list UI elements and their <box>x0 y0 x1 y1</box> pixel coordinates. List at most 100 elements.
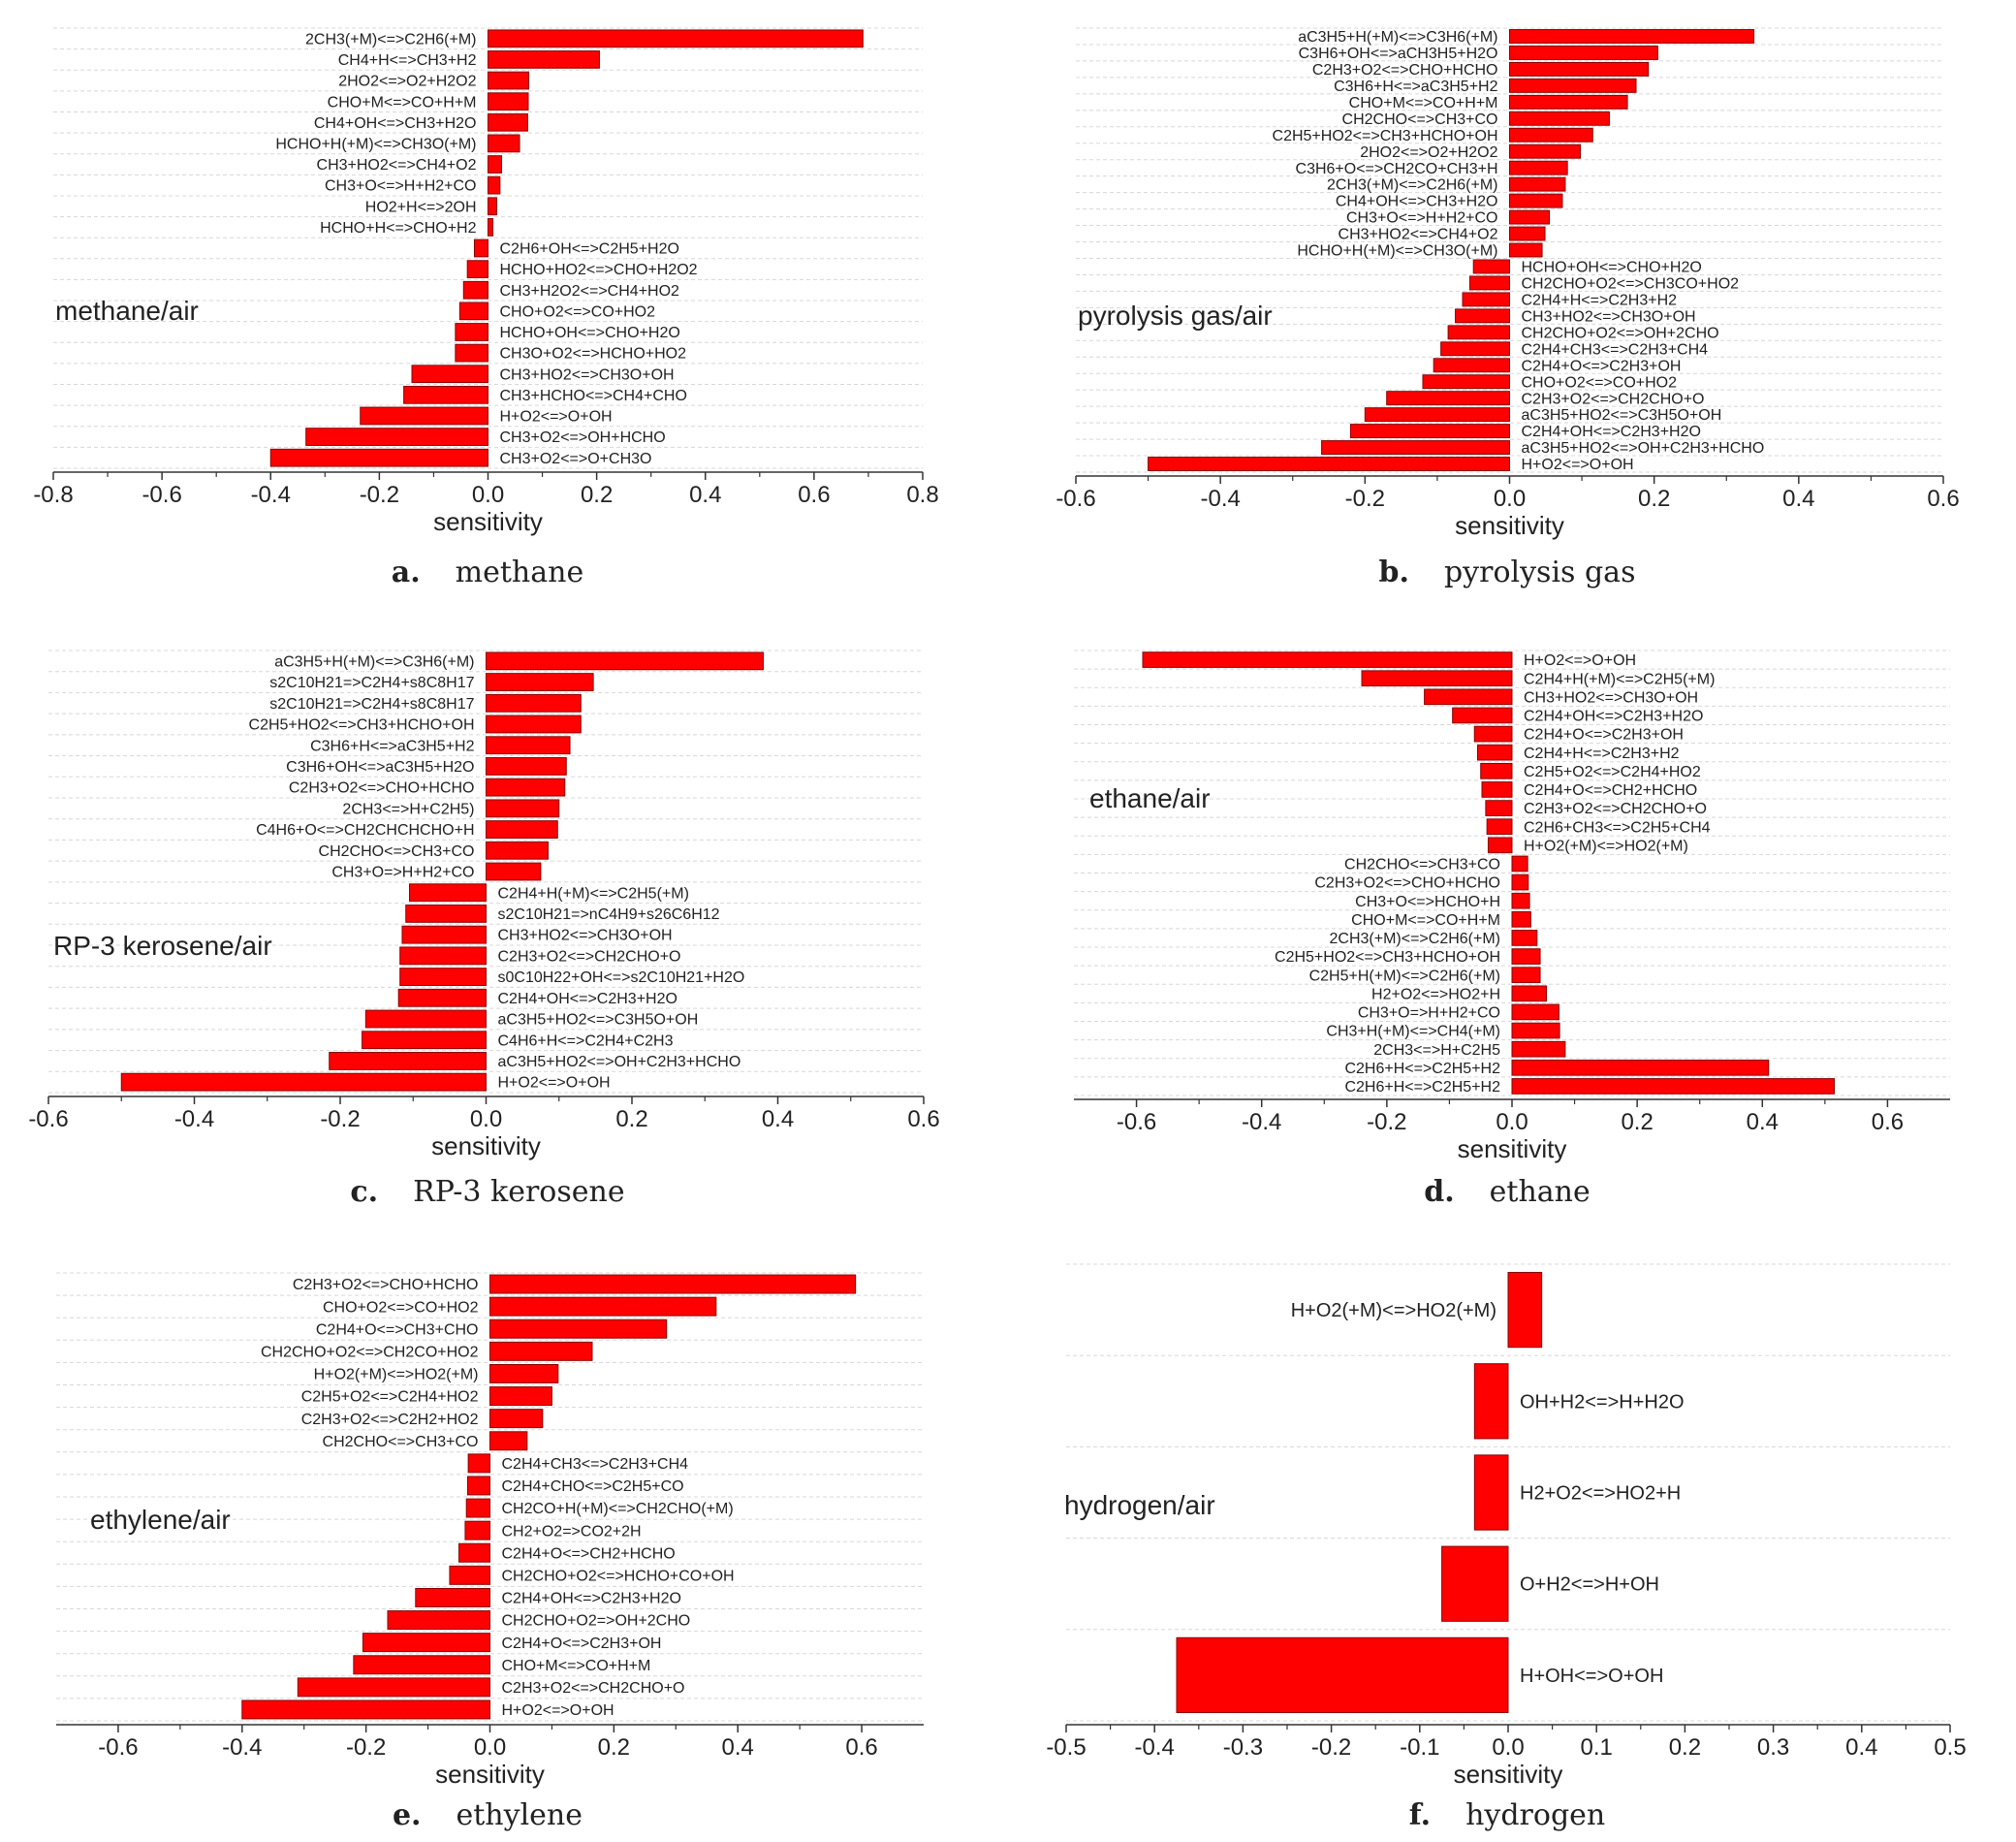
x-tick-label: 0.5 <box>1934 1734 1966 1761</box>
bar <box>1509 160 1568 175</box>
bar <box>458 302 489 321</box>
reaction-label: C2H3+O2<=>C2H2+HO2 <box>301 1412 479 1428</box>
bar <box>488 218 494 237</box>
x-tick-label: 0.4 <box>762 1106 794 1132</box>
bar <box>1509 127 1593 143</box>
bar <box>486 778 566 797</box>
reaction-label: HCHO+H(+M)<=>CH3O(+M) <box>275 137 476 153</box>
panel-letter: f. <box>1409 1798 1431 1832</box>
x-tick-label: 0.4 <box>722 1734 754 1761</box>
mixture-label: RP-3 kerosene/air <box>53 931 272 961</box>
bar <box>305 428 488 446</box>
bar <box>1511 855 1528 873</box>
panel-letter: a. <box>392 556 421 589</box>
panel-title: ethane <box>1490 1175 1591 1209</box>
reaction-label: CH2CHO<=>CH3+CO <box>1344 857 1500 873</box>
bar <box>466 1476 491 1496</box>
bar <box>1476 744 1513 761</box>
bar <box>489 1386 552 1407</box>
panel-letter: c. <box>350 1175 378 1209</box>
reaction-label: CH3+HO2<=>CH3O+OH <box>500 366 675 383</box>
bar <box>1462 292 1511 307</box>
reaction-label: CH4+H<=>CH3+H2 <box>338 52 477 69</box>
x-axis-title: sensitivity <box>1454 1760 1563 1789</box>
x-axis-title: sensitivity <box>1458 1134 1567 1163</box>
reaction-label: O+H2<=>H+OH <box>1520 1574 1659 1596</box>
bar <box>1509 111 1610 126</box>
bar <box>1472 259 1511 274</box>
reaction-label: C2H4+O<=>CH3+CHO <box>316 1321 479 1338</box>
bar <box>1433 358 1510 373</box>
reaction-label: CH4+OH<=>CH3+H2O <box>1336 194 1498 210</box>
bar <box>401 925 487 944</box>
bar <box>1468 275 1510 291</box>
bar <box>1509 193 1563 208</box>
reaction-label: CH3+O<=>HCHO+H <box>1355 894 1500 910</box>
reaction-label: s0C10H22+OH<=>s2C10H21+H2O <box>498 969 745 986</box>
bar <box>1509 209 1551 225</box>
x-tick-label: 0.0 <box>1496 1109 1528 1135</box>
x-tick-label: 0.6 <box>845 1734 877 1761</box>
reaction-label: C2H5+HO2<=>CH3+HCHO+OH <box>249 717 475 734</box>
x-tick-label: -0.2 <box>1345 486 1385 512</box>
bar <box>488 155 503 174</box>
bar <box>1485 800 1513 816</box>
bar <box>486 651 764 671</box>
bar <box>486 736 571 755</box>
reaction-label: 2CH3(+M)<=>C2H6(+M) <box>305 31 477 48</box>
bar <box>241 1699 490 1720</box>
reaction-label: C2H3+O2<=>CHO+HCHO <box>293 1277 479 1293</box>
bar <box>467 1453 490 1474</box>
reaction-label: C3H6+H<=>aC3H5+H2 <box>310 738 475 754</box>
bar <box>465 1498 491 1518</box>
reaction-label: CHO+O2<=>CO+HO2 <box>500 303 656 320</box>
x-axis-title: sensitivity <box>1455 511 1564 540</box>
bar <box>120 1072 487 1092</box>
reaction-label: CH3+H2O2<=>CH4+HO2 <box>500 283 680 300</box>
panel-letter: e. <box>393 1798 422 1832</box>
bar <box>1511 1078 1836 1095</box>
x-tick-label: -0.2 <box>1367 1109 1406 1135</box>
reaction-label: H+O2<=>O+OH <box>1522 457 1634 473</box>
reaction-label: H+O2(+M)<=>HO2(+M) <box>1291 1300 1496 1321</box>
mixture-label: ethylene/air <box>90 1505 231 1535</box>
reaction-label: C2H4+O<=>C2H3+OH <box>1522 358 1682 374</box>
bar <box>1511 1003 1559 1021</box>
bar <box>1361 670 1513 687</box>
x-tick-label: -0.8 <box>33 482 73 508</box>
bar <box>399 968 487 986</box>
panel-caption: e. ethylene <box>393 1798 583 1832</box>
reaction-label: CH3+O<=>H+H2+CO <box>325 178 477 195</box>
bar <box>1509 242 1543 258</box>
reaction-label: CH3+HO2<=>CH4+O2 <box>317 157 477 174</box>
bar <box>488 112 528 132</box>
bar <box>486 841 549 860</box>
bar <box>1511 910 1531 928</box>
x-tick-label: 0.6 <box>907 1106 939 1132</box>
bar <box>455 343 488 363</box>
reaction-label: HCHO+HO2<=>CHO+H2O2 <box>500 262 698 278</box>
reaction-label: 2CH3<=>H+C2H5) <box>342 801 474 817</box>
reaction-label: CH2CHO<=>CH3+CO <box>323 1434 479 1450</box>
x-axis-title: sensitivity <box>431 1131 541 1160</box>
reaction-label: CH3+O2<=>O+CH3O <box>500 451 652 467</box>
reaction-label: aC3H5+HO2<=>OH+C2H3+HCHO <box>498 1054 741 1070</box>
bar <box>1509 61 1650 77</box>
reaction-label: H2+O2<=>HO2+H <box>1371 986 1500 1002</box>
reaction-label: CHO+M<=>CO+H+M <box>502 1658 651 1674</box>
x-tick-label: -0.6 <box>142 482 181 508</box>
reaction-label: C4H6+H<=>C2H4+C2H3 <box>498 1032 674 1049</box>
bar <box>1142 651 1513 668</box>
bar <box>362 1031 488 1050</box>
x-tick-label: -0.6 <box>1117 1109 1156 1135</box>
bar <box>1511 930 1538 946</box>
reaction-label: 2CH3<=>H+C2H5 <box>1373 1042 1500 1059</box>
bar <box>464 1520 490 1540</box>
panel-title: methane <box>456 556 584 589</box>
bar <box>488 29 864 48</box>
reaction-label: C2H4+OH<=>C2H3+H2O <box>498 991 677 1007</box>
reaction-label: CH3+H(+M)<=>CH4(+M) <box>1326 1024 1500 1040</box>
reaction-label: H+OH<=>O+OH <box>1520 1666 1663 1687</box>
reaction-label: C2H3+O2<=>CHO+HCHO <box>289 780 475 797</box>
